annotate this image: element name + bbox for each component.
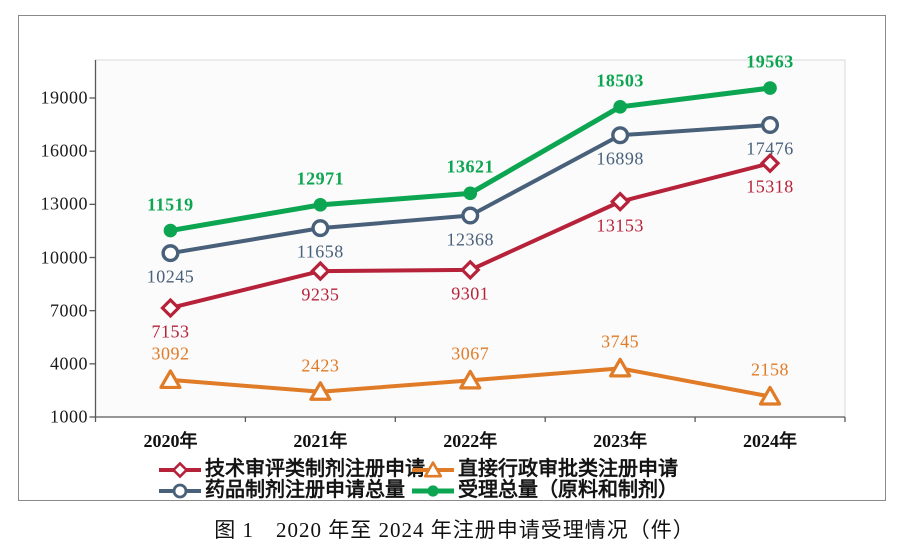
diamond-marker-icon (759, 153, 781, 174)
data-label: 2158 (751, 359, 790, 380)
open-circle-marker-icon (172, 483, 188, 498)
diamond-marker-icon (609, 191, 631, 212)
filled-circle-marker-icon (163, 223, 178, 238)
open-circle-marker-icon (461, 206, 480, 225)
y-tick-label: 10000 (40, 247, 88, 267)
y-tick-label: 13000 (40, 193, 88, 214)
open-circle-marker-icon (761, 116, 780, 135)
legend-label: 受理总量（原料和制剂） (458, 479, 678, 501)
data-label: 12971 (296, 168, 345, 189)
open-circle-marker-icon (161, 244, 180, 263)
x-tick-label: 2022年 (443, 431, 498, 451)
data-label: 3092 (151, 343, 190, 364)
triangle-marker-icon (459, 369, 482, 390)
diamond-marker-icon (160, 297, 181, 319)
y-tick-label: 1000 (50, 406, 88, 427)
legend-marker-icon (159, 461, 201, 478)
open-circle-marker-icon (611, 126, 630, 145)
data-label: 15318 (746, 176, 794, 197)
legend-label: 技术审评类制剂注册申请 (205, 458, 425, 480)
plot-area (95, 59, 846, 418)
data-label: 17476 (746, 138, 794, 159)
legend: 技术审评类制剂注册申请 直接行政审批类注册申请药品制剂注册申请总量 受理总量（原料和… (158, 459, 678, 501)
triangle-marker-icon (309, 381, 332, 401)
legend-label: 药品制剂注册申请总量 (205, 479, 405, 501)
data-label: 13621 (446, 156, 494, 177)
data-label: 7153 (151, 321, 190, 342)
diamond-marker-icon (459, 259, 481, 281)
x-tick-label: 2020年 (143, 431, 198, 451)
x-tick-label: 2021年 (293, 431, 348, 451)
filled-circle-marker-icon (763, 81, 777, 95)
legend-item: 直接行政审批类注册申请 (411, 459, 678, 480)
legend-marker-icon (412, 484, 454, 497)
data-label: 9235 (301, 284, 340, 305)
legend-item: 技术审评类制剂注册申请 (158, 459, 425, 480)
data-label: 18503 (596, 70, 644, 91)
legend-label: 直接行政审批类注册申请 (458, 458, 678, 480)
filled-circle-marker-icon (313, 198, 328, 212)
y-tick-label: 19000 (40, 87, 88, 108)
triangle-marker-icon (609, 357, 632, 378)
triangle-marker-icon (159, 369, 182, 390)
data-label: 12368 (446, 229, 494, 250)
legend-item: 药品制剂注册申请总量 (158, 480, 411, 501)
x-tick-label: 2024年 (743, 431, 798, 451)
y-tick-label: 7000 (50, 300, 88, 321)
data-label: 10245 (146, 266, 195, 287)
triangle-marker-icon (758, 385, 782, 406)
data-label: 11519 (147, 194, 194, 215)
data-label: 13153 (596, 215, 644, 236)
filled-circle-marker-icon (613, 100, 627, 114)
data-label: 3067 (451, 343, 490, 364)
filled-circle-marker-icon (463, 186, 478, 201)
diamond-marker-icon (171, 461, 189, 478)
figure-caption: 图 1 2020 年至 2024 年注册申请受理情况（件） (214, 518, 695, 542)
open-circle-marker-icon (311, 219, 330, 238)
data-label: 19563 (746, 51, 794, 72)
legend-marker-icon (159, 483, 201, 498)
diamond-marker-icon (310, 260, 331, 282)
data-label: 2423 (301, 355, 340, 376)
data-label: 3745 (601, 331, 640, 352)
triangle-marker-icon (423, 460, 443, 477)
y-tick-label: 4000 (50, 353, 88, 374)
data-label: 9301 (451, 283, 490, 304)
data-label: 11658 (296, 241, 344, 262)
y-tick-label: 16000 (40, 140, 88, 161)
data-label: 16898 (596, 148, 644, 169)
x-tick-label: 2023年 (593, 431, 648, 451)
legend-item: 受理总量（原料和制剂） (411, 480, 678, 501)
legend-marker-icon (412, 460, 454, 477)
filled-circle-marker-icon (427, 484, 439, 497)
